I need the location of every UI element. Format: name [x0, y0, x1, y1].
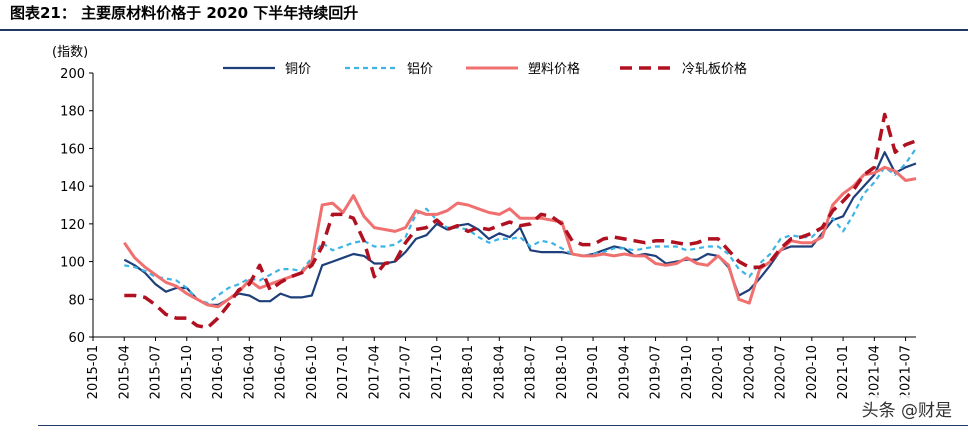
x-tick-label: 2015-01 [86, 345, 101, 399]
x-tick-label: 2018-04 [492, 345, 507, 399]
figure-title: 图表21： 主要原材料价格于 2020 下半年持续回升 [10, 4, 359, 22]
x-tick-label: 2016-10 [305, 345, 320, 399]
x-tick-label: 2021-07 [899, 345, 914, 399]
x-tick-label: 2019-07 [649, 345, 664, 399]
x-tick-label: 2019-01 [586, 345, 601, 399]
x-tick-label: 2018-01 [461, 345, 476, 399]
series-line-4 [124, 112, 917, 330]
x-tick-label: 2020-01 [711, 345, 726, 399]
x-tick-label: 2020-04 [742, 345, 757, 399]
legend-label: 铝价 [407, 62, 433, 77]
legend-label: 冷轧板价格 [682, 61, 747, 77]
y-tick-label: 80 [68, 293, 85, 308]
x-tick-label: 2021-04 [867, 345, 882, 399]
x-tick-label: 2021-01 [836, 345, 851, 399]
y-tick-label: 200 [60, 67, 85, 82]
x-tick-label: 2018-10 [555, 345, 570, 399]
x-tick-label: 2016-01 [211, 345, 226, 399]
chart-axes: 60 80 100 120 140 160 180 200 (指数) 2015-01 2015-04… [52, 45, 916, 399]
footer-divider [38, 425, 968, 426]
x-tick-label: 2015-04 [117, 345, 132, 399]
x-tick-label: 2017-04 [367, 345, 382, 399]
x-tick-label: 2018-07 [524, 345, 539, 399]
y-tick-label: 180 [60, 105, 85, 120]
y-tick-label: 60 [68, 331, 85, 346]
x-tick-label: 2020-07 [774, 345, 789, 399]
x-tick-label: 2017-07 [399, 345, 414, 399]
x-tick-label: 2016-07 [274, 345, 289, 399]
x-tick-label: 2019-10 [680, 345, 695, 399]
y-tick-label: 120 [60, 218, 85, 233]
x-tick-label: 2017-10 [430, 345, 445, 399]
chart-series [123, 112, 917, 330]
x-tick-label: 2020-10 [805, 345, 820, 399]
x-tick-label: 2017-01 [336, 345, 351, 399]
x-tick-label: 2015-07 [149, 345, 164, 399]
y-tick-label: 140 [60, 180, 85, 195]
y-tick-label: 160 [60, 142, 85, 157]
title-divider [0, 29, 968, 31]
x-tick-label: 2015-10 [180, 345, 195, 399]
y-tick-label: 100 [60, 256, 85, 271]
legend-label: 塑料价格 [528, 61, 580, 77]
chart-legend: 铜价 铝价 塑料价格 冷轧板价格 [223, 61, 747, 77]
x-tick-label: 2019-04 [617, 345, 632, 399]
legend-label: 铜价 [285, 62, 311, 77]
watermark: 头条 @财是 [857, 395, 956, 422]
y-axis-label: (指数) [52, 45, 88, 60]
x-tick-label: 2016-04 [242, 345, 257, 399]
